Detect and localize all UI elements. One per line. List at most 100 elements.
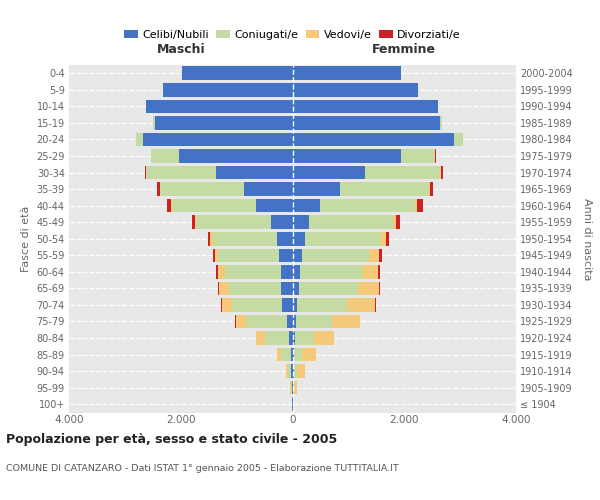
Bar [293, 116, 440, 130]
Bar [293, 132, 454, 146]
Bar [222, 298, 232, 312]
Bar [226, 265, 281, 278]
Bar [302, 248, 370, 262]
Bar [286, 364, 289, 378]
Text: COMUNE DI CATANZARO - Dati ISTAT 1° gennaio 2005 - Elaborazione TUTTITALIA.IT: COMUNE DI CATANZARO - Dati ISTAT 1° genn… [6, 464, 399, 473]
Bar [401, 149, 435, 163]
Bar [435, 149, 436, 163]
Bar [219, 282, 229, 295]
Bar [293, 166, 365, 179]
Bar [297, 298, 347, 312]
Bar [146, 100, 293, 113]
Bar [293, 282, 299, 295]
Bar [293, 100, 437, 113]
Bar [281, 265, 293, 278]
Bar [256, 332, 265, 345]
Bar [297, 364, 305, 378]
Bar [293, 364, 297, 378]
Bar [281, 348, 291, 362]
Bar [290, 381, 291, 394]
Text: Femmine: Femmine [372, 44, 436, 57]
Bar [370, 248, 379, 262]
Bar [212, 232, 277, 245]
Bar [293, 216, 309, 229]
Bar [347, 298, 375, 312]
Bar [293, 66, 401, 80]
Bar [218, 248, 280, 262]
Bar [309, 216, 393, 229]
Bar [362, 265, 378, 278]
Bar [293, 314, 296, 328]
Bar [182, 66, 293, 80]
Bar [265, 332, 289, 345]
Bar [218, 282, 219, 295]
Bar [293, 83, 418, 96]
Bar [215, 248, 218, 262]
Bar [146, 166, 216, 179]
Bar [293, 232, 305, 245]
Bar [256, 199, 293, 212]
Bar [294, 381, 296, 394]
Bar [282, 298, 293, 312]
Bar [245, 314, 287, 328]
Bar [136, 132, 143, 146]
Bar [236, 314, 245, 328]
Bar [217, 265, 218, 278]
Bar [293, 149, 401, 163]
Bar [302, 348, 316, 362]
Bar [271, 216, 293, 229]
Bar [289, 332, 293, 345]
Bar [196, 216, 271, 229]
Bar [440, 116, 442, 130]
Bar [216, 166, 293, 179]
Bar [167, 199, 172, 212]
Bar [145, 166, 146, 179]
Bar [143, 132, 293, 146]
Bar [430, 182, 433, 196]
Bar [293, 265, 300, 278]
Bar [295, 332, 314, 345]
Bar [277, 348, 281, 362]
Bar [379, 248, 382, 262]
Bar [386, 232, 389, 245]
Bar [208, 232, 211, 245]
Bar [293, 248, 302, 262]
Bar [299, 282, 358, 295]
Bar [380, 232, 386, 245]
Y-axis label: Fasce di età: Fasce di età [21, 206, 31, 272]
Bar [163, 83, 293, 96]
Bar [293, 182, 340, 196]
Bar [292, 364, 293, 378]
Bar [429, 182, 430, 196]
Bar [454, 132, 463, 146]
Bar [151, 149, 179, 163]
Bar [213, 248, 215, 262]
Bar [332, 314, 360, 328]
Bar [378, 265, 380, 278]
Bar [291, 348, 293, 362]
Bar [157, 182, 160, 196]
Bar [396, 216, 400, 229]
Bar [287, 314, 293, 328]
Bar [340, 182, 429, 196]
Bar [277, 232, 293, 245]
Bar [160, 182, 244, 196]
Bar [289, 364, 292, 378]
Bar [179, 149, 293, 163]
Bar [320, 199, 415, 212]
Bar [441, 166, 443, 179]
Bar [172, 199, 256, 212]
Bar [244, 182, 293, 196]
Bar [379, 282, 380, 295]
Bar [218, 265, 226, 278]
Bar [300, 265, 362, 278]
Bar [415, 199, 417, 212]
Bar [305, 232, 380, 245]
Bar [294, 348, 302, 362]
Bar [293, 381, 294, 394]
Bar [221, 298, 222, 312]
Bar [194, 216, 196, 229]
Bar [365, 166, 440, 179]
Bar [281, 282, 293, 295]
Bar [192, 216, 194, 229]
